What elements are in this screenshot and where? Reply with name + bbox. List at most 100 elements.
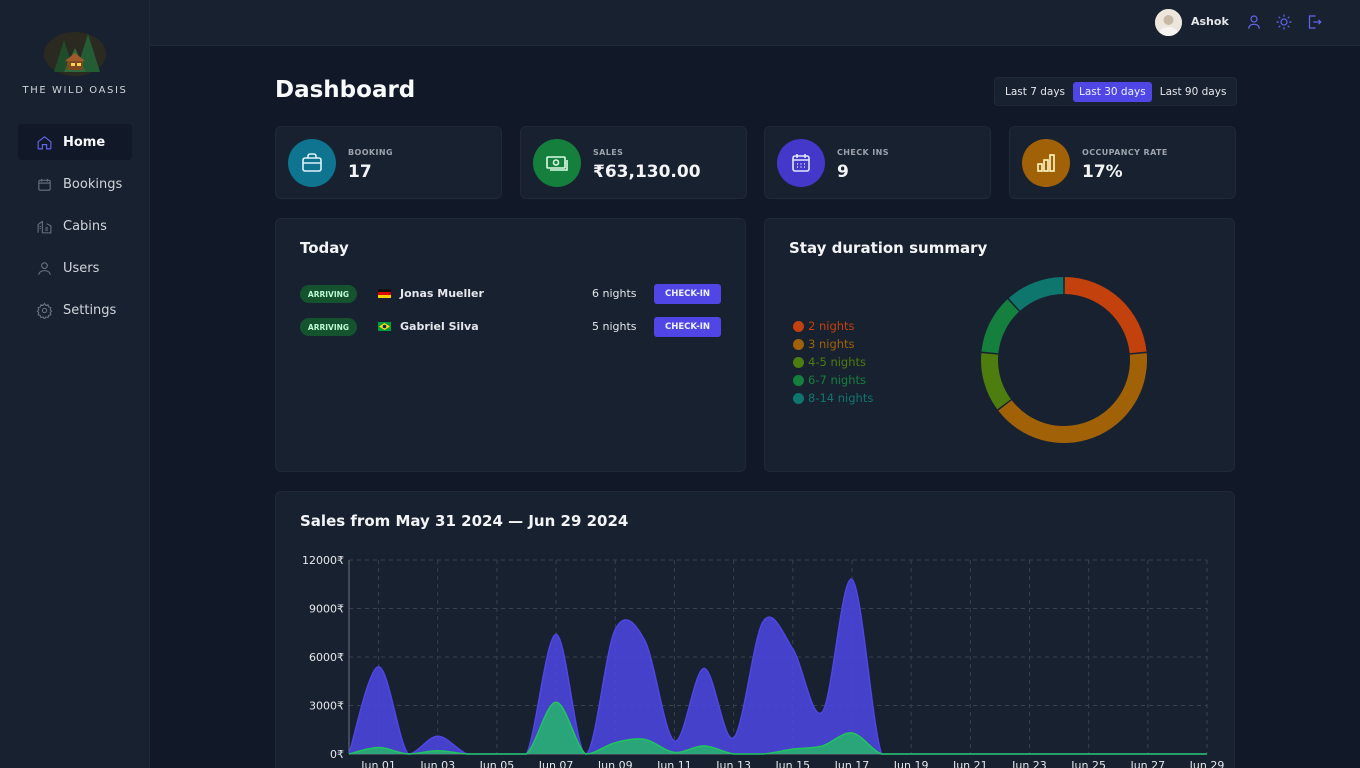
legend-dot bbox=[793, 392, 804, 404]
y-tick-label: 12000₹ bbox=[302, 554, 344, 567]
sidebar-item-label: Home bbox=[63, 134, 106, 150]
stat-occupancy-rate: OCCUPANCY RATE 17% bbox=[1009, 126, 1236, 199]
check-in-button[interactable]: CHECK-IN bbox=[654, 284, 721, 304]
x-tick-label: Jun 05 bbox=[479, 759, 515, 768]
date-filter: Last 7 days Last 30 days Last 90 days bbox=[994, 77, 1238, 106]
legend-item: 2 nights bbox=[793, 317, 873, 335]
legend-dot bbox=[793, 356, 804, 368]
stay-nights: 5 nights bbox=[592, 320, 637, 333]
stat-label: OCCUPANCY RATE bbox=[1082, 148, 1168, 157]
y-tick-label: 0₹ bbox=[330, 748, 344, 761]
avatar-icon bbox=[1155, 9, 1182, 36]
sidebar-item-label: Cabins bbox=[63, 218, 107, 234]
stay-duration-panel: Stay duration summary 2 nights 3 nights … bbox=[764, 218, 1235, 472]
x-tick-label: Jun 19 bbox=[893, 759, 929, 768]
today-row: ARRIVING Jonas Mueller 6 nights CHECK-IN bbox=[300, 283, 722, 305]
sidebar-item-cabins[interactable]: Cabins bbox=[18, 208, 132, 244]
stat-value: 9 bbox=[837, 162, 849, 182]
page-title: Dashboard bbox=[275, 77, 416, 103]
calendar-icon bbox=[36, 176, 53, 193]
x-tick-label: Jun 25 bbox=[1070, 759, 1106, 768]
stat-value: ₹63,130.00 bbox=[593, 162, 701, 182]
home-icon bbox=[36, 134, 53, 151]
check-in-button[interactable]: CHECK-IN bbox=[654, 317, 721, 337]
top-header: Ashok bbox=[150, 0, 1360, 46]
sidebar-item-bookings[interactable]: Bookings bbox=[18, 166, 132, 202]
sidebar-item-label: Bookings bbox=[63, 176, 123, 192]
x-tick-label: Jun 13 bbox=[715, 759, 751, 768]
banknotes-icon bbox=[533, 139, 581, 187]
pie-slice-4-5-nights[interactable] bbox=[981, 353, 1011, 410]
filter-last-7-days[interactable]: Last 7 days bbox=[1005, 85, 1066, 98]
y-tick-label: 6000₹ bbox=[309, 651, 344, 664]
x-tick-label: Jun 21 bbox=[952, 759, 988, 768]
pie-legend: 2 nights 3 nights 4-5 nights 6-7 nights … bbox=[793, 317, 873, 407]
stat-check-ins: CHECK INS 9 bbox=[764, 126, 991, 199]
username: Ashok bbox=[1191, 15, 1229, 28]
sales-panel: Sales from May 31 2024 — Jun 29 2024 0₹ 3… bbox=[275, 491, 1235, 768]
stat-value: 17 bbox=[348, 162, 372, 182]
x-tick-label: Jun 01 bbox=[360, 759, 396, 768]
area-total-sales[interactable] bbox=[349, 579, 1207, 754]
legend-dot bbox=[793, 320, 804, 332]
stat-sales: SALES ₹63,130.00 bbox=[520, 126, 747, 199]
pie-slice-3-nights[interactable] bbox=[998, 353, 1147, 443]
germany-flag-icon bbox=[378, 289, 391, 298]
brand-name: THE WILD OASIS bbox=[22, 85, 128, 96]
stay-nights: 6 nights bbox=[592, 287, 637, 300]
status-badge: ARRIVING bbox=[300, 285, 357, 303]
stay-duration-title: Stay duration summary bbox=[789, 239, 988, 257]
today-panel: Today ARRIVING Jonas Mueller 6 nights CH… bbox=[275, 218, 746, 472]
legend-label: 4-5 nights bbox=[808, 355, 867, 369]
sales-title: Sales from May 31 2024 — Jun 29 2024 bbox=[300, 512, 629, 530]
legend-label: 8-14 nights bbox=[808, 391, 874, 405]
cabin-icon bbox=[36, 218, 53, 235]
stat-label: CHECK INS bbox=[837, 148, 889, 157]
filter-last-90-days[interactable]: Last 90 days bbox=[1159, 85, 1227, 98]
sun-icon[interactable] bbox=[1275, 13, 1293, 31]
legend-item: 3 nights bbox=[793, 335, 873, 353]
stay-duration-donut bbox=[981, 277, 1147, 443]
x-tick-label: Jun 09 bbox=[597, 759, 633, 768]
legend-item: 6-7 nights bbox=[793, 371, 873, 389]
today-title: Today bbox=[300, 239, 349, 257]
guest-name: Gabriel Silva bbox=[400, 320, 479, 333]
calendar-days-icon bbox=[777, 139, 825, 187]
main-content: Dashboard Last 7 days Last 30 days Last … bbox=[151, 47, 1360, 768]
x-tick-label: Jun 29 bbox=[1189, 759, 1225, 768]
briefcase-icon bbox=[288, 139, 336, 187]
legend-item: 8-14 nights bbox=[793, 389, 873, 407]
legend-dot bbox=[793, 338, 804, 350]
legend-label: 6-7 nights bbox=[808, 373, 867, 387]
pie-slice-8-14-nights[interactable] bbox=[1008, 277, 1064, 311]
legend-item: 4-5 nights bbox=[793, 353, 873, 371]
stat-label: BOOKING bbox=[348, 148, 393, 157]
x-tick-label: Jun 07 bbox=[538, 759, 574, 768]
x-tick-label: Jun 27 bbox=[1129, 759, 1165, 768]
sidebar-item-home[interactable]: Home bbox=[18, 124, 132, 160]
avatar[interactable] bbox=[1155, 9, 1182, 36]
user-icon bbox=[36, 260, 53, 277]
logout-icon[interactable] bbox=[1305, 13, 1323, 31]
x-tick-label: Jun 03 bbox=[419, 759, 455, 768]
sidebar-item-label: Settings bbox=[63, 302, 117, 318]
filter-last-30-days[interactable]: Last 30 days bbox=[1073, 81, 1152, 102]
brazil-flag-icon bbox=[378, 322, 391, 331]
line-extras-sales bbox=[348, 701, 1207, 755]
sidebar: THE WILD OASIS Home Bookings Cabins bbox=[0, 0, 150, 768]
account-icon[interactable] bbox=[1245, 13, 1263, 31]
gear-icon bbox=[36, 301, 53, 319]
pie-slice-2-nights[interactable] bbox=[1064, 277, 1147, 354]
sidebar-item-label: Users bbox=[63, 260, 100, 276]
chart-bar-icon bbox=[1022, 139, 1070, 187]
sidebar-item-users[interactable]: Users bbox=[18, 250, 132, 286]
today-row: ARRIVING Gabriel Silva 5 nights CHECK-IN bbox=[300, 316, 722, 338]
x-tick-label: Jun 17 bbox=[834, 759, 870, 768]
stat-label: SALES bbox=[593, 148, 624, 157]
x-tick-label: Jun 23 bbox=[1011, 759, 1047, 768]
pie-slice-6-7-nights[interactable] bbox=[981, 299, 1020, 354]
sidebar-item-settings[interactable]: Settings bbox=[18, 292, 132, 328]
area-extras-sales[interactable] bbox=[349, 702, 1207, 754]
legend-dot bbox=[793, 374, 804, 386]
